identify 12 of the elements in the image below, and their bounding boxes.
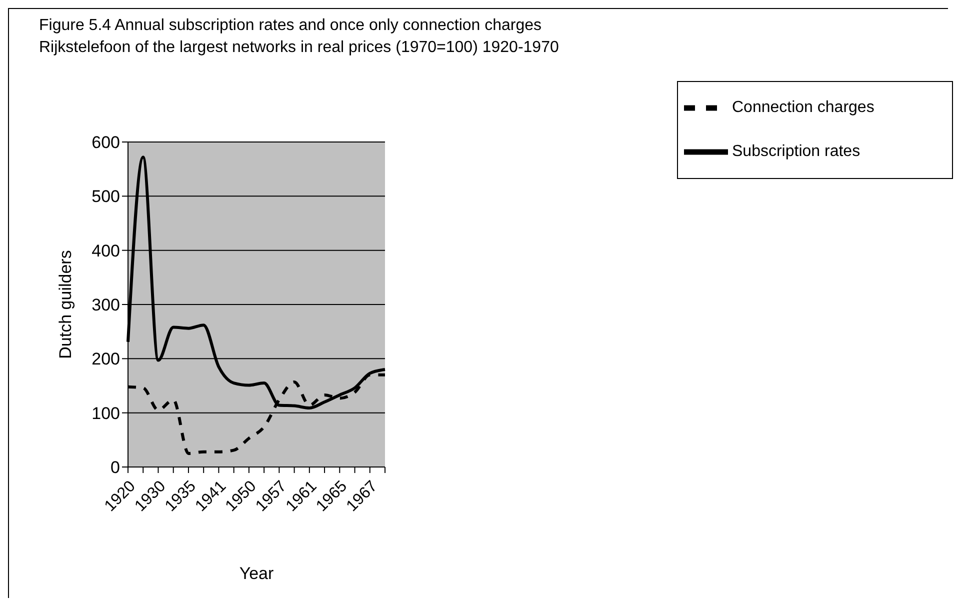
y-tick-label: 600 (92, 133, 120, 152)
y-tick-label: 100 (92, 404, 120, 423)
y-tick-label: 300 (92, 296, 120, 315)
y-tick-label: 400 (92, 241, 120, 260)
legend-label: Subscription rates (732, 143, 860, 160)
y-tick-label: 500 (92, 187, 120, 206)
legend-label: Connection charges (732, 99, 874, 116)
y-tick-label: 200 (92, 350, 120, 369)
y-tick-label: 0 (110, 458, 120, 478)
chart-title: Figure 5.4 Annual subscription rates and once only connection charges Rijkstelefoon of the largest networks in real prices (1970=100) 1920-1970 (39, 16, 560, 58)
y-axis-title: Dutch guilders (56, 250, 76, 359)
x-axis-title: Year (239, 564, 274, 583)
